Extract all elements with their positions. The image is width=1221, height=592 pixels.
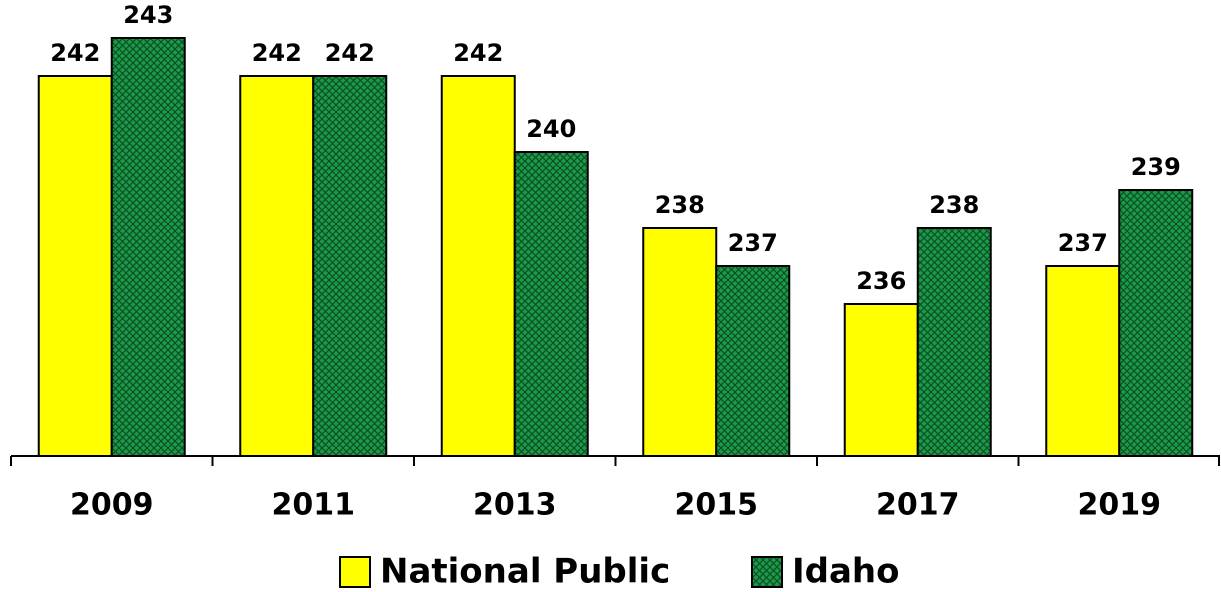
bar — [440, 75, 516, 457]
bar — [37, 75, 113, 457]
value-label: 238 — [929, 191, 979, 219]
value-label: 236 — [856, 267, 906, 295]
bar — [916, 227, 992, 457]
bar — [110, 37, 186, 457]
bar — [513, 151, 589, 457]
x-tick-label: 2015 — [675, 488, 759, 523]
value-label: 242 — [325, 39, 375, 67]
value-label: 240 — [526, 115, 576, 143]
value-label: 237 — [1058, 229, 1108, 257]
x-tick-label: 2009 — [70, 488, 154, 523]
value-label: 239 — [1131, 153, 1181, 181]
value-label: 242 — [252, 39, 302, 67]
value-label: 238 — [655, 191, 705, 219]
bar — [642, 227, 718, 457]
x-tick-label: 2019 — [1078, 488, 1162, 523]
x-tick-label: 2011 — [272, 488, 356, 523]
value-label: 243 — [123, 1, 173, 29]
x-tick-label: 2017 — [876, 488, 960, 523]
x-tick-label: 2013 — [473, 488, 557, 523]
value-label: 242 — [50, 39, 100, 67]
bar — [1118, 189, 1194, 457]
bar — [715, 265, 791, 457]
legend-swatch — [339, 556, 371, 588]
bar — [1045, 265, 1121, 457]
value-label: 242 — [453, 39, 503, 67]
bar — [843, 303, 919, 457]
value-label: 237 — [728, 229, 778, 257]
bar — [239, 75, 315, 457]
legend-swatch — [751, 556, 783, 588]
bar — [312, 75, 388, 457]
legend-label: Idaho — [792, 552, 900, 592]
legend-label: National Public — [380, 552, 670, 592]
